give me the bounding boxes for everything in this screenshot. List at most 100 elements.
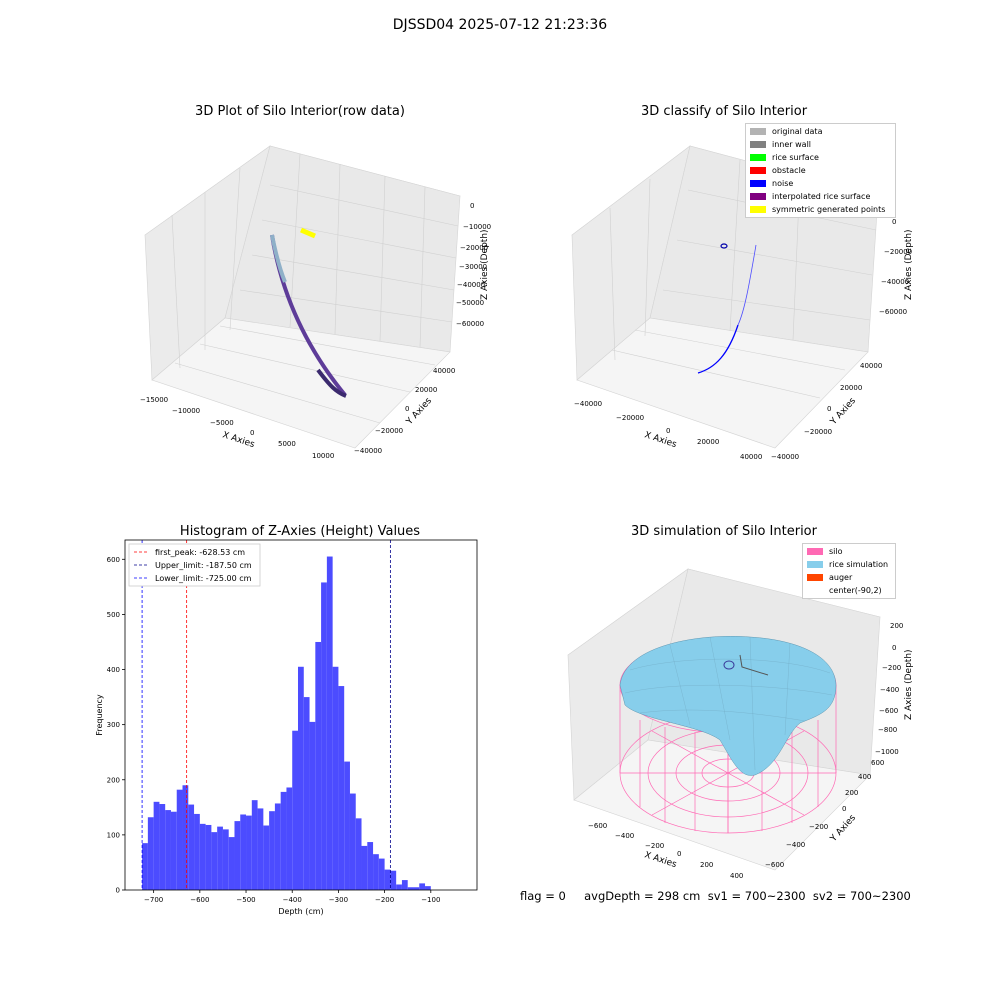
raw-ztick: −30000 <box>459 263 487 271</box>
histogram-bar <box>332 666 339 890</box>
histogram-ytick-label: 500 <box>107 611 120 619</box>
classify-legend-swatch <box>750 206 766 213</box>
classify-noise-cluster <box>720 243 728 249</box>
classify-zlabel: Z Axies (Depth) <box>904 229 914 300</box>
histogram-bar <box>425 886 431 890</box>
sim-legend-swatch <box>807 561 823 568</box>
histogram-bar <box>211 832 218 890</box>
classify-xtick: 0 <box>666 427 670 435</box>
classify-legend: original data inner wall rice surface obsta… <box>745 123 896 218</box>
histogram-bar <box>217 826 223 890</box>
sim-ytick: −600 <box>765 861 784 869</box>
histogram-ytick-label: 400 <box>107 666 120 674</box>
classify-ztick: 0 <box>892 218 896 226</box>
classify-legend-label: interpolated rice surface <box>772 192 871 201</box>
rice-simulation-surface <box>619 636 837 776</box>
sim-ztick: −1000 <box>875 748 899 756</box>
sim-legend-item: silo <box>803 545 895 558</box>
histogram-bar <box>292 730 298 890</box>
histogram-legend-label: first_peak: -628.53 cm <box>155 548 245 557</box>
classify-ytick: 20000 <box>840 384 862 392</box>
classify-legend-swatch <box>750 180 766 187</box>
histogram-bar <box>199 823 206 890</box>
raw-ztick: −20000 <box>460 244 488 252</box>
histogram-bar <box>176 789 183 890</box>
histogram-xlabel: Depth (cm) <box>278 907 323 916</box>
histogram-bar <box>165 810 171 890</box>
classify-ytick: −20000 <box>804 428 832 436</box>
classify-legend-item: symmetric generated points <box>746 203 895 216</box>
raw-ytick: 40000 <box>433 367 455 375</box>
histogram-bar <box>326 556 333 890</box>
histogram-bar <box>378 858 385 890</box>
center-marker <box>723 660 735 670</box>
sim-xtick: −200 <box>645 842 664 850</box>
raw-ytick: −40000 <box>354 447 382 455</box>
raw-xtick: 10000 <box>312 452 334 460</box>
classify-noise-line <box>737 244 757 326</box>
classify-legend-swatch <box>750 167 766 174</box>
histogram-legend-label: Lower_limit: -725.00 cm <box>155 574 252 583</box>
histogram-bar <box>194 813 200 890</box>
sim-ytick: 200 <box>845 789 858 797</box>
sim-ztick: −800 <box>878 726 897 734</box>
sim-legend-item: auger <box>803 571 895 584</box>
histogram-xtick-label: −100 <box>421 896 440 904</box>
sim-legend-label: center(-90,2) <box>829 586 882 595</box>
histogram-bar <box>188 804 195 890</box>
histogram-ytick-label: 0 <box>116 887 120 895</box>
raw-data-curve-bottom <box>316 368 347 398</box>
raw-ztick: −10000 <box>463 223 491 231</box>
classify-legend-swatch <box>750 141 766 148</box>
histogram-bar <box>338 686 345 890</box>
raw-zlabel: Z Axies (Depth) <box>480 229 490 300</box>
histogram-bar <box>413 887 420 890</box>
histogram-bar <box>228 837 235 890</box>
classify-ytick: 40000 <box>860 362 882 370</box>
raw-plot-title: 3D Plot of Silo Interior(row data) <box>195 104 405 119</box>
raw-ztick: 0 <box>470 202 474 210</box>
classify-legend-swatch <box>750 154 766 161</box>
classify-legend-item: noise <box>746 177 895 190</box>
classify-plot-title: 3D classify of Silo Interior <box>640 104 808 119</box>
histogram-bar <box>286 787 293 890</box>
classify-legend-item: rice surface <box>746 151 895 164</box>
classify-legend-label: symmetric generated points <box>772 205 886 214</box>
sim-ylabel: Y Axies <box>828 813 858 845</box>
histogram-bar <box>407 887 414 890</box>
sim-legend-swatch <box>807 548 823 555</box>
classify-legend-label: obstacle <box>772 166 806 175</box>
sim-ytick: 0 <box>842 805 846 813</box>
histogram-bar <box>384 869 391 890</box>
histogram-bar <box>396 884 402 890</box>
classify-ztick: −20000 <box>884 248 912 256</box>
histogram-legend-label: Upper_limit: -187.50 cm <box>155 561 252 570</box>
sim-xlabel: X Axies <box>643 850 678 870</box>
classify-ztick: −40000 <box>881 278 909 286</box>
histogram-bar <box>142 843 148 890</box>
histogram-xtick-label: −200 <box>375 896 394 904</box>
classify-legend-label: noise <box>772 179 794 188</box>
histogram-xtick-label: −600 <box>190 896 209 904</box>
classify-xtick: −20000 <box>616 414 644 422</box>
classify-legend-swatch <box>750 193 766 200</box>
histogram-bar <box>251 800 258 890</box>
histogram-bar <box>170 811 177 890</box>
classify-legend-item: original data <box>746 125 895 138</box>
histogram-bar <box>240 814 247 890</box>
histogram-bar <box>147 817 154 890</box>
sim-zlabel: Z Axies (Depth) <box>904 649 914 720</box>
sim-legend-swatch <box>807 587 823 594</box>
raw-ytick: 20000 <box>415 386 437 394</box>
histogram-bar <box>373 854 379 890</box>
raw-xtick: 0 <box>250 429 254 437</box>
histogram-xtick-label: −300 <box>329 896 348 904</box>
histogram-bar <box>182 785 189 890</box>
classify-ylabel: Y Axies <box>828 396 858 428</box>
status-text: flag = 0 avgDepth = 298 cm sv1 = 700~230… <box>520 889 911 903</box>
raw-ztick: −50000 <box>456 299 484 307</box>
sim-ytick: 600 <box>871 759 884 767</box>
histogram-xtick-label: −700 <box>144 896 163 904</box>
sim-xtick: 200 <box>700 861 713 869</box>
histogram-bar <box>309 721 316 890</box>
